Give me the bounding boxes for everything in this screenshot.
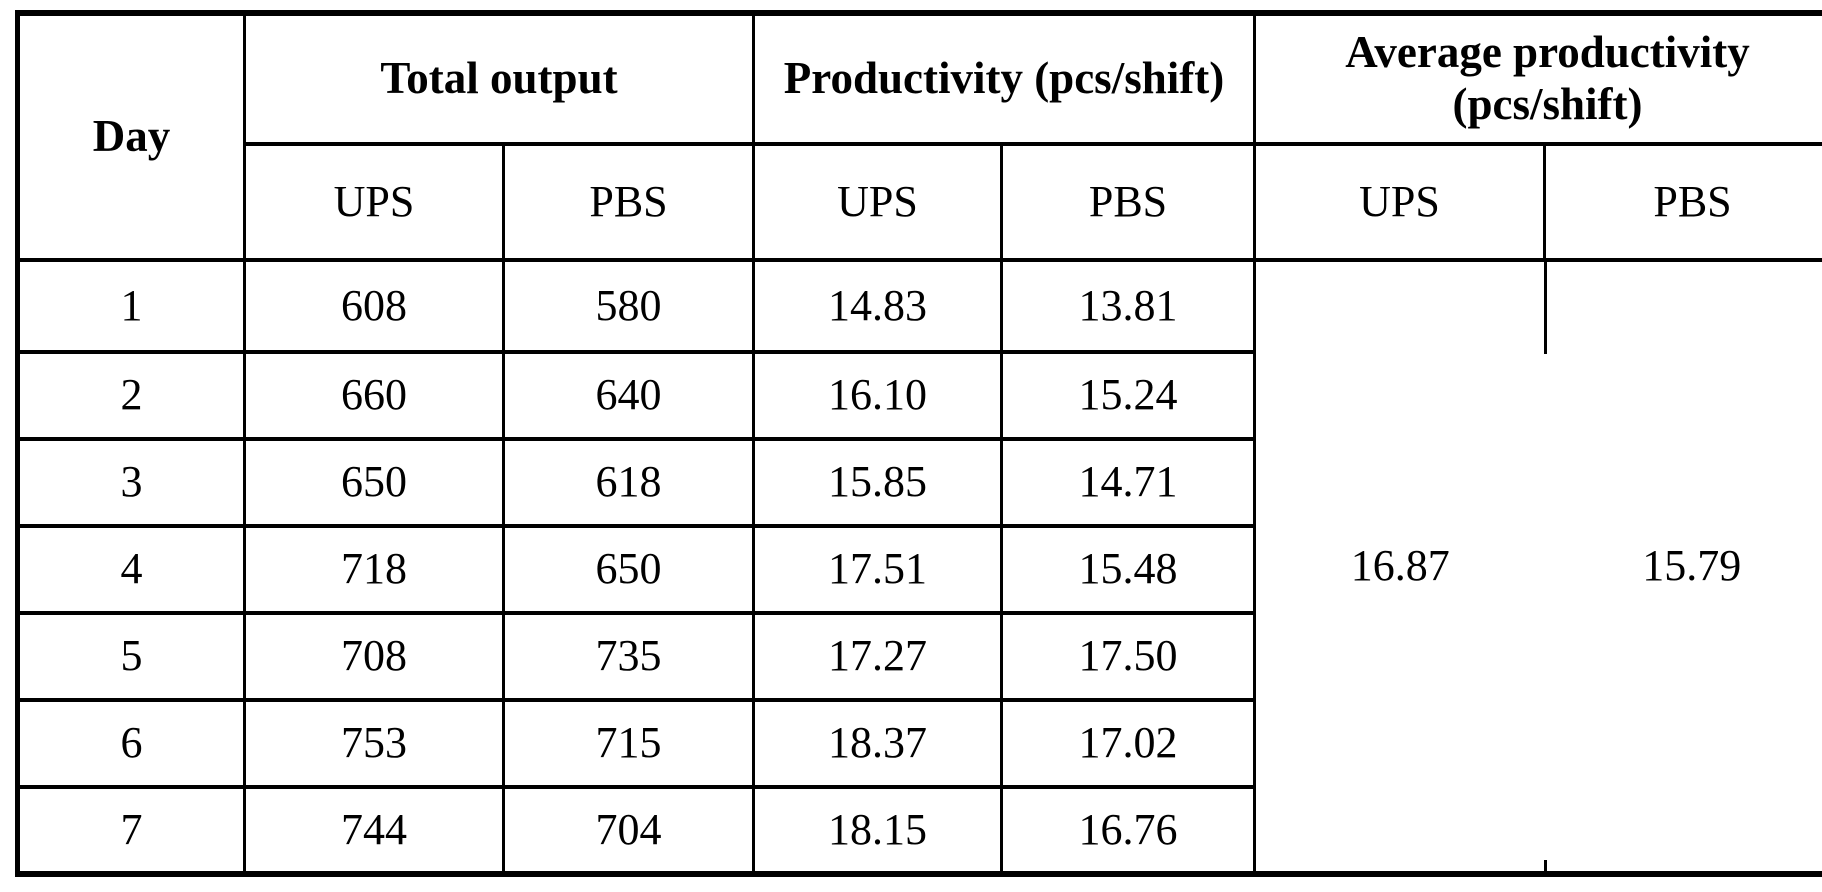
table-header-group-row: Day Total output Productivity (pcs/shift… (16, 11, 1822, 262)
subheader-average-pbs: PBS (1543, 142, 1822, 262)
table-row: 6 753 715 18.37 17.02 (16, 698, 1822, 789)
productivity-pbs-cell: 13.81 (1000, 258, 1256, 354)
productivity-pbs-cell: 17.50 (1000, 611, 1256, 702)
day-cell: 7 (16, 785, 246, 876)
total-ups-cell: 708 (243, 611, 505, 702)
total-ups-cell: 650 (243, 437, 505, 528)
day-cell: 1 (16, 258, 246, 354)
productivity-pbs-cell: 15.48 (1000, 524, 1256, 615)
productivity-ups-cell: 17.27 (752, 611, 1003, 702)
table-row: 4 718 650 17.51 15.48 (16, 524, 1822, 615)
table-row: 1 608 580 14.83 13.81 16.87 15.79 (16, 258, 1822, 876)
productivity-pbs-cell: 16.76 (1000, 785, 1256, 876)
table-row: 7 744 704 18.15 16.76 (16, 785, 1822, 876)
header-average-productivity: Average productivity (pcs/shift) (1253, 11, 1822, 146)
total-ups-cell: 744 (243, 785, 505, 876)
total-ups-cell: 718 (243, 524, 505, 615)
day-cell: 6 (16, 698, 246, 789)
average-pbs-value: 15.79 (1642, 541, 1742, 591)
productivity-pbs-cell: 17.02 (1000, 698, 1256, 789)
header-total-output: Total output (243, 11, 755, 146)
productivity-ups-cell: 14.83 (752, 258, 1003, 354)
total-pbs-cell: 735 (502, 611, 755, 702)
total-pbs-cell: 650 (502, 524, 755, 615)
subheader-average-ups: UPS (1253, 142, 1546, 262)
total-pbs-cell: 715 (502, 698, 755, 789)
total-pbs-cell: 640 (502, 350, 755, 441)
productivity-pbs-cell: 15.24 (1000, 350, 1256, 441)
productivity-pbs-cell: 14.71 (1000, 437, 1256, 528)
productivity-ups-cell: 17.51 (752, 524, 1003, 615)
productivity-ups-cell: 18.37 (752, 698, 1003, 789)
partial-divider-line (1543, 262, 1547, 354)
total-ups-cell: 660 (243, 350, 505, 441)
productivity-ups-cell: 15.85 (752, 437, 1003, 528)
subheader-total-ups: UPS (243, 142, 505, 262)
average-ups-cell: 16.87 (1253, 258, 1547, 876)
table-subheader-row: UPS PBS UPS PBS UPS PBS (18, 142, 1822, 262)
total-pbs-cell: 580 (502, 258, 755, 354)
total-pbs-cell: 618 (502, 437, 755, 528)
table-row: 2 660 640 16.10 15.24 (16, 350, 1822, 441)
day-cell: 3 (16, 437, 246, 528)
day-cell: 5 (16, 611, 246, 702)
day-cell: 2 (16, 350, 246, 441)
header-average-productivity-line1: Average productivity (1345, 27, 1750, 78)
partial-divider-tick (1543, 860, 1547, 871)
productivity-table: Day Total output Productivity (pcs/shift… (15, 10, 1822, 877)
total-ups-cell: 608 (243, 258, 505, 354)
subheader-total-pbs: PBS (502, 142, 755, 262)
total-ups-cell: 753 (243, 698, 505, 789)
day-cell: 4 (16, 524, 246, 615)
subheader-productivity-pbs: PBS (1000, 142, 1256, 262)
average-ups-value: 16.87 (1350, 541, 1450, 591)
header-day: Day (16, 11, 246, 262)
total-pbs-cell: 704 (502, 785, 755, 876)
subheader-productivity-ups: UPS (752, 142, 1003, 262)
productivity-ups-cell: 16.10 (752, 350, 1003, 441)
productivity-ups-cell: 18.15 (752, 785, 1003, 876)
table-row: 5 708 735 17.27 17.50 (16, 611, 1822, 702)
table-row: 3 650 618 15.85 14.71 (16, 437, 1822, 528)
average-pbs-cell: 15.79 (1544, 258, 1822, 876)
header-productivity: Productivity (pcs/shift) (752, 11, 1256, 146)
header-average-productivity-line2: (pcs/shift) (1452, 79, 1643, 129)
